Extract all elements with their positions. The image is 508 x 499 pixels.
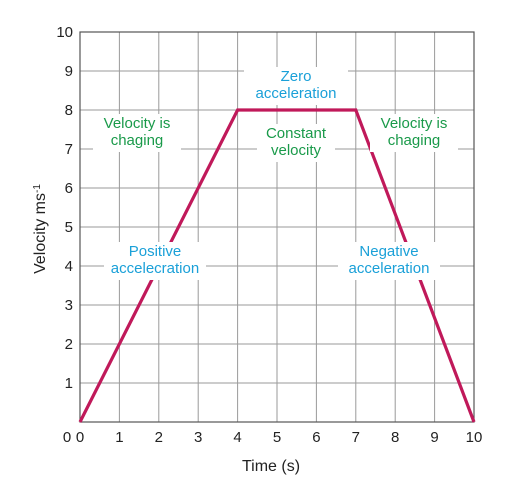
y-tick-label: 8 — [65, 102, 73, 119]
annotation-text: acceleration — [256, 85, 337, 102]
x-tick-label: 6 — [312, 429, 320, 446]
x-tick-label: 4 — [233, 429, 241, 446]
y-axis-title-main: Velocity ms — [32, 193, 49, 274]
y-tick-label: 3 — [65, 297, 73, 314]
origin-tick-label: 0 — [63, 429, 71, 446]
annotation-text: Positive — [129, 243, 182, 260]
annotation-text: Zero — [281, 68, 312, 85]
annotation-background — [338, 242, 440, 280]
y-tick-label: 9 — [65, 63, 73, 80]
x-tick-label: 5 — [273, 429, 281, 446]
annotation-text: Velocity is — [104, 115, 171, 132]
annotation-background — [93, 114, 181, 152]
plot-frame — [79, 31, 475, 423]
y-tick-label: 5 — [65, 219, 73, 236]
y-tick-label: 4 — [65, 258, 73, 275]
y-tick-label: 6 — [65, 180, 73, 197]
y-tick-label: 10 — [56, 24, 73, 41]
annotation-text: acceleration — [349, 260, 430, 277]
annotation-text: Negative — [359, 243, 418, 260]
annotation-background — [257, 124, 335, 162]
annotation-background — [104, 242, 206, 280]
x-tick-label: 9 — [430, 429, 438, 446]
annotation-background — [244, 67, 348, 105]
x-tick-label: 0 — [76, 429, 84, 446]
x-tick-label: 10 — [466, 429, 483, 446]
annotation-text: Constant — [266, 125, 327, 142]
x-tick-label: 2 — [155, 429, 163, 446]
y-tick-label: 7 — [65, 141, 73, 158]
y-axis-title: Velocity ms-1 — [32, 184, 50, 274]
annotation-text: chaging — [388, 132, 441, 149]
x-axis-title: Time (s) — [242, 458, 300, 475]
annotation-text: Velocity is — [381, 115, 448, 132]
x-tick-label: 3 — [194, 429, 202, 446]
annotation-text: chaging — [111, 132, 164, 149]
axes — [79, 31, 475, 423]
y-tick-label: 1 — [65, 375, 73, 392]
annotation-text: velocity — [271, 142, 322, 159]
x-tick-label: 8 — [391, 429, 399, 446]
x-tick-label: 1 — [115, 429, 123, 446]
annotation-text: accelecration — [111, 260, 199, 277]
y-tick-label: 2 — [65, 336, 73, 353]
annotation-background — [370, 114, 458, 152]
x-tick-label: 7 — [352, 429, 360, 446]
y-axis-title-superscript: -1 — [32, 184, 43, 193]
tick-labels: 0 1 2 3 4 5 6 7 8 9 10 0 1 2 3 4 5 6 7 8 9 10 — [56, 24, 482, 446]
